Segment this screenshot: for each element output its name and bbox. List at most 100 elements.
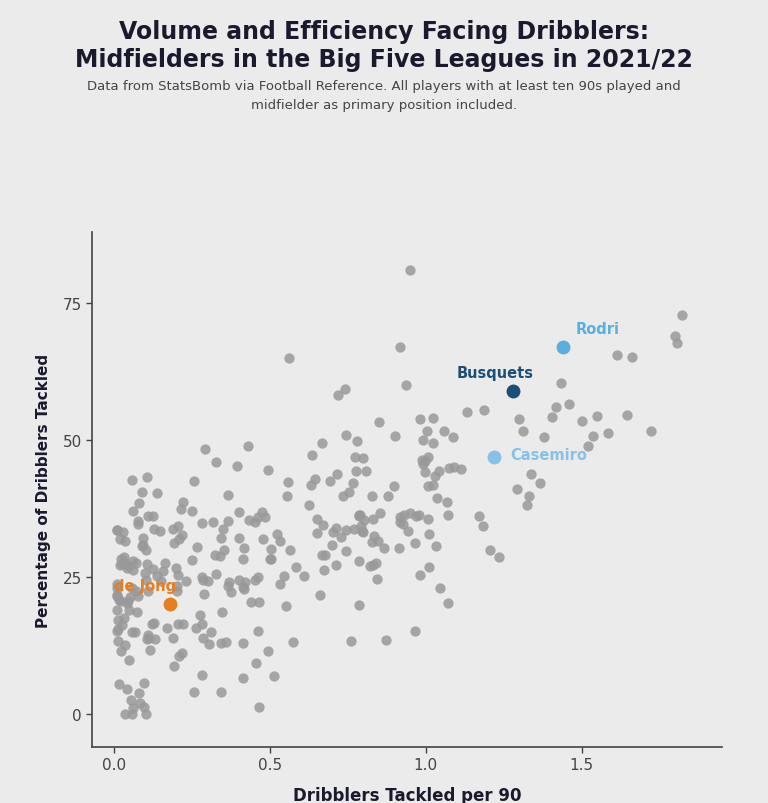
Point: [263, 553, 276, 566]
Point: [119, 707, 131, 720]
Point: [393, 516, 406, 529]
Text: de Jong: de Jong: [114, 579, 176, 593]
Point: [242, 439, 254, 452]
Point: [394, 511, 406, 524]
Point: [141, 585, 154, 597]
Point: [671, 337, 684, 350]
Point: [330, 559, 343, 572]
Point: [283, 353, 295, 365]
Point: [144, 644, 156, 657]
Point: [126, 707, 138, 720]
Point: [250, 516, 262, 528]
Point: [116, 557, 128, 570]
Point: [167, 631, 180, 644]
Point: [119, 535, 131, 548]
Point: [252, 625, 264, 638]
Point: [111, 625, 123, 638]
Point: [221, 516, 233, 528]
Point: [244, 597, 257, 609]
Point: [298, 569, 310, 582]
Point: [303, 499, 315, 512]
Point: [172, 520, 184, 532]
Text: Casemiro: Casemiro: [510, 447, 587, 463]
Point: [525, 467, 537, 480]
Point: [125, 474, 137, 487]
Point: [403, 507, 415, 520]
Point: [127, 555, 139, 568]
Point: [215, 532, 227, 545]
Point: [354, 509, 366, 522]
Point: [554, 377, 567, 390]
Point: [198, 588, 210, 601]
Text: Midfielders in the Big Five Leagues in 2021/22: Midfielders in the Big Five Leagues in 2…: [75, 48, 693, 72]
Text: Data from StatsBomb via Football Reference. All players with at least ten 90s pl: Data from StatsBomb via Football Referen…: [87, 80, 681, 112]
Point: [252, 511, 264, 524]
Point: [421, 426, 433, 438]
Point: [208, 548, 220, 561]
Point: [167, 537, 180, 550]
Point: [126, 626, 138, 639]
Point: [177, 496, 189, 509]
Point: [119, 639, 131, 652]
Point: [549, 402, 561, 414]
Point: [253, 596, 265, 609]
Point: [141, 633, 153, 646]
Point: [324, 475, 336, 488]
Point: [186, 505, 198, 518]
Point: [250, 656, 262, 669]
Point: [114, 645, 127, 658]
Point: [171, 618, 184, 630]
Point: [118, 552, 130, 565]
Point: [137, 540, 150, 552]
Point: [196, 668, 208, 681]
Point: [534, 477, 546, 490]
Point: [311, 528, 323, 540]
Point: [255, 506, 267, 519]
Point: [249, 573, 261, 586]
Point: [265, 543, 277, 556]
Point: [423, 528, 435, 541]
Point: [194, 609, 206, 622]
Point: [422, 513, 434, 526]
Point: [197, 631, 209, 644]
Point: [399, 379, 412, 392]
Point: [167, 523, 179, 536]
Point: [207, 516, 219, 528]
Point: [114, 595, 127, 608]
Point: [135, 540, 147, 552]
Point: [143, 631, 155, 644]
Point: [253, 701, 265, 714]
Point: [521, 499, 533, 512]
Y-axis label: Percentage of Dribblers Tackled: Percentage of Dribblers Tackled: [36, 353, 51, 626]
Point: [382, 490, 395, 503]
Point: [366, 536, 378, 548]
Point: [545, 410, 558, 423]
Point: [423, 560, 435, 573]
Point: [190, 622, 202, 634]
Point: [484, 544, 496, 557]
Point: [343, 486, 355, 499]
Point: [419, 455, 432, 468]
Point: [364, 560, 376, 573]
Point: [233, 573, 245, 586]
Point: [316, 437, 328, 450]
Point: [587, 430, 599, 442]
Point: [140, 574, 152, 587]
Point: [611, 349, 624, 361]
Point: [116, 619, 128, 632]
Point: [123, 654, 135, 667]
Point: [111, 524, 123, 536]
Point: [447, 430, 459, 443]
Point: [261, 464, 273, 477]
Point: [476, 520, 488, 533]
Point: [123, 604, 135, 617]
Point: [339, 430, 352, 442]
Point: [290, 560, 303, 573]
Point: [602, 427, 614, 440]
Point: [215, 686, 227, 699]
Point: [426, 413, 439, 426]
Point: [170, 585, 183, 597]
Point: [326, 539, 338, 552]
Point: [176, 647, 188, 660]
Point: [220, 635, 232, 648]
